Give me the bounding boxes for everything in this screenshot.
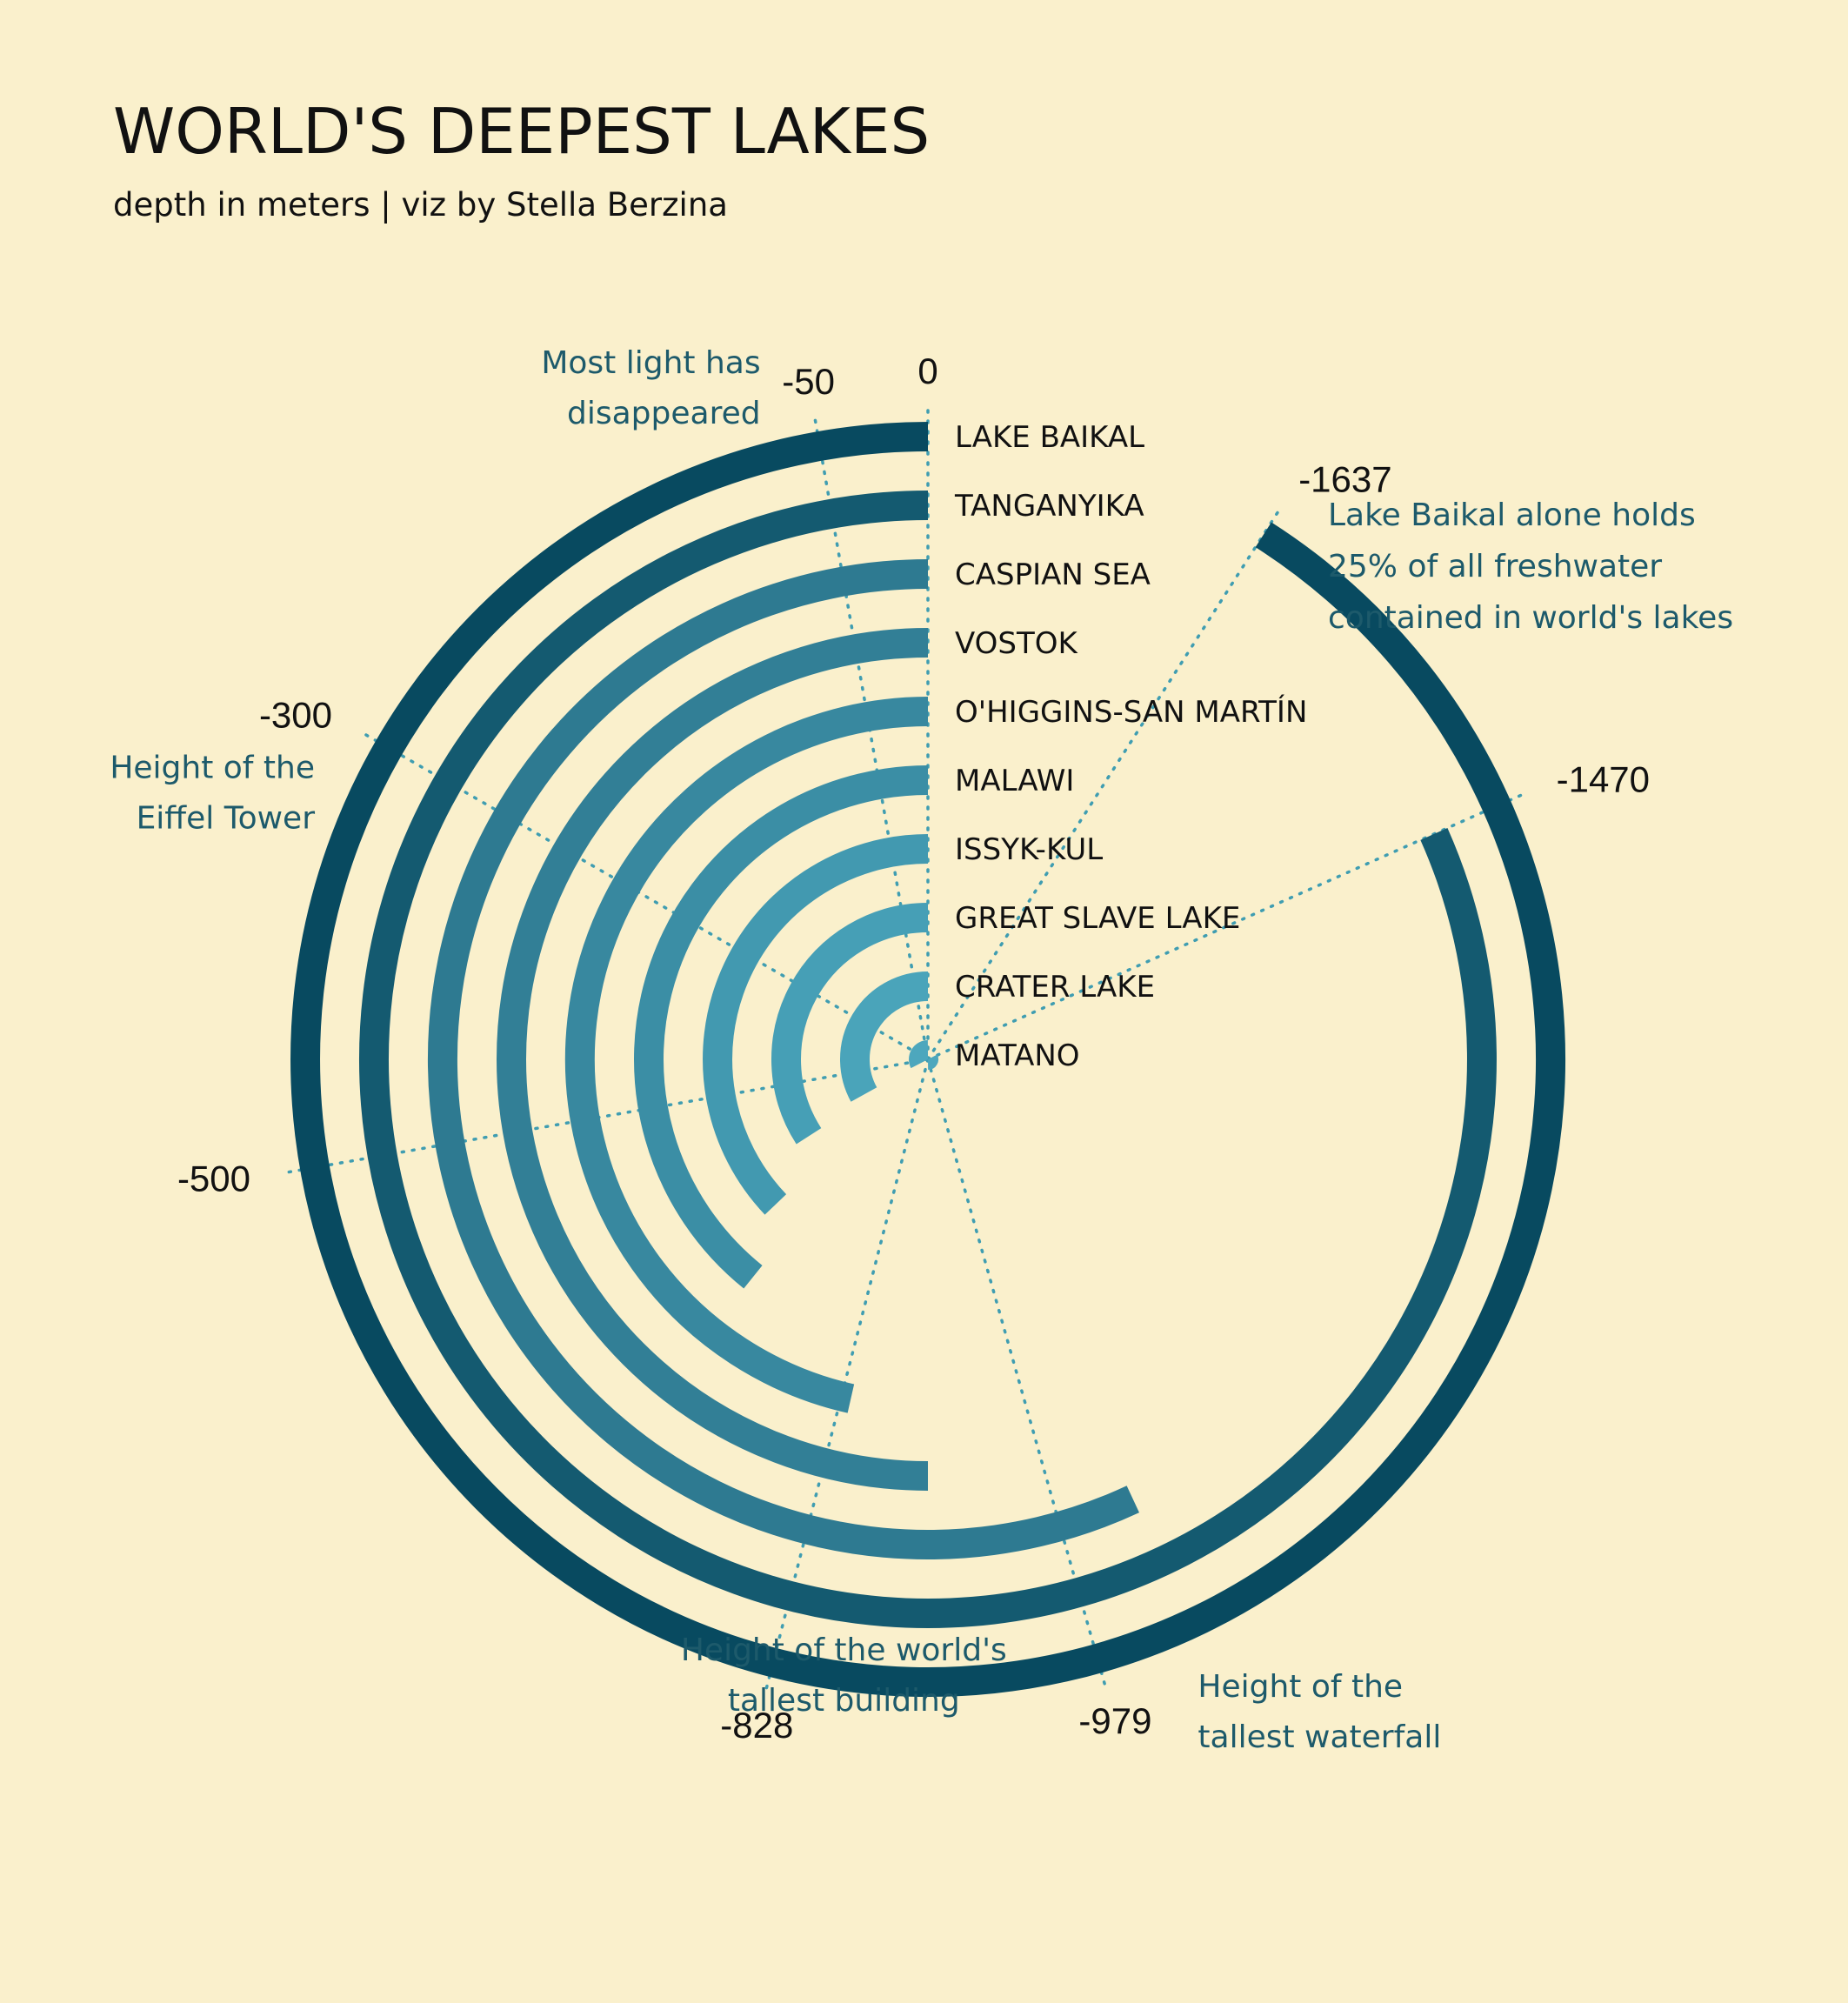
bar-matano [909, 1040, 939, 1071]
lake-label-tanganyika: TANGANYIKA [954, 489, 1144, 524]
bars [290, 422, 1566, 1697]
annotation-300-line-1: Height of the [110, 751, 315, 786]
lake-label-malawi: MALAWI [955, 764, 1074, 798]
lake-labels: LAKE BAIKAL TANGANYIKA CASPIAN SEA VOSTOK O'… [954, 420, 1307, 1073]
lake-label-caspian-sea: CASPIAN SEA [955, 558, 1151, 592]
tick-label-1637: -1637 [1298, 459, 1391, 500]
bar-malawi [634, 765, 929, 1289]
bar-o-higgins-san-mart-n [564, 697, 929, 1413]
note-line-2: 25% of all freshwater [1328, 549, 1662, 584]
lake-label-o-higgins-san-mart-n: O'HIGGINS-SAN MARTÍN [955, 694, 1307, 730]
lake-label-issyk-kul: ISSYK-KUL [955, 832, 1103, 867]
tick-label-1470: -1470 [1557, 758, 1650, 799]
bar-lake-baikal [290, 422, 1566, 1697]
annotation-979-line-1: Height of the [1198, 1669, 1403, 1705]
annotation-50-line-2: disappeared [567, 396, 761, 431]
tick-label-0: 0 [917, 351, 937, 391]
tick-label-979: -979 [1078, 1700, 1151, 1741]
lake-label-matano: MATANO [955, 1038, 1080, 1073]
lake-label-vostok: VOSTOK [955, 626, 1079, 661]
bar-vostok [497, 628, 929, 1491]
bar-issyk-kul [703, 834, 929, 1215]
lake-label-lake-baikal: LAKE BAIKAL [955, 420, 1144, 455]
tick-label-50: -50 [782, 361, 835, 402]
chart-subtitle: depth in meters | viz by Stella Berzina [113, 186, 728, 224]
annotation-50-line-1: Most light has [541, 345, 760, 381]
tick-labels: 0 -50 -300 -500 -828 -979 -1470 -1637 [177, 351, 1650, 1746]
tick-label-828: -828 [720, 1705, 793, 1746]
note-line-1: Lake Baikal alone holds [1328, 497, 1696, 533]
annotation-300-line-2: Eiffel Tower [137, 801, 316, 837]
bar-crater-lake [840, 971, 929, 1102]
note: Lake Baikal alone holds 25% of all freshw… [1328, 497, 1733, 636]
lake-label-crater-lake: CRATER LAKE [955, 970, 1155, 1005]
annotation-828-line-1: Height of the world's [681, 1632, 1007, 1668]
note-line-3: contained in world's lakes [1328, 600, 1733, 636]
bar-caspian-sea [427, 559, 1139, 1559]
lake-label-great-slave-lake: GREAT SLAVE LAKE [955, 901, 1240, 936]
tick-label-300: -300 [259, 695, 332, 736]
tick-label-500: -500 [177, 1158, 250, 1198]
bar-tanganyika [358, 491, 1497, 1628]
bar-great-slave-lake [771, 903, 929, 1145]
annotation-979-line-2: tallest waterfall [1198, 1719, 1441, 1755]
annotations: Most light has disappeared Height of the Ei… [110, 345, 1441, 1755]
chart-title: WORLD'S DEEPEST LAKES [113, 95, 930, 168]
annotation-828-line-2: tallest building [728, 1683, 960, 1719]
